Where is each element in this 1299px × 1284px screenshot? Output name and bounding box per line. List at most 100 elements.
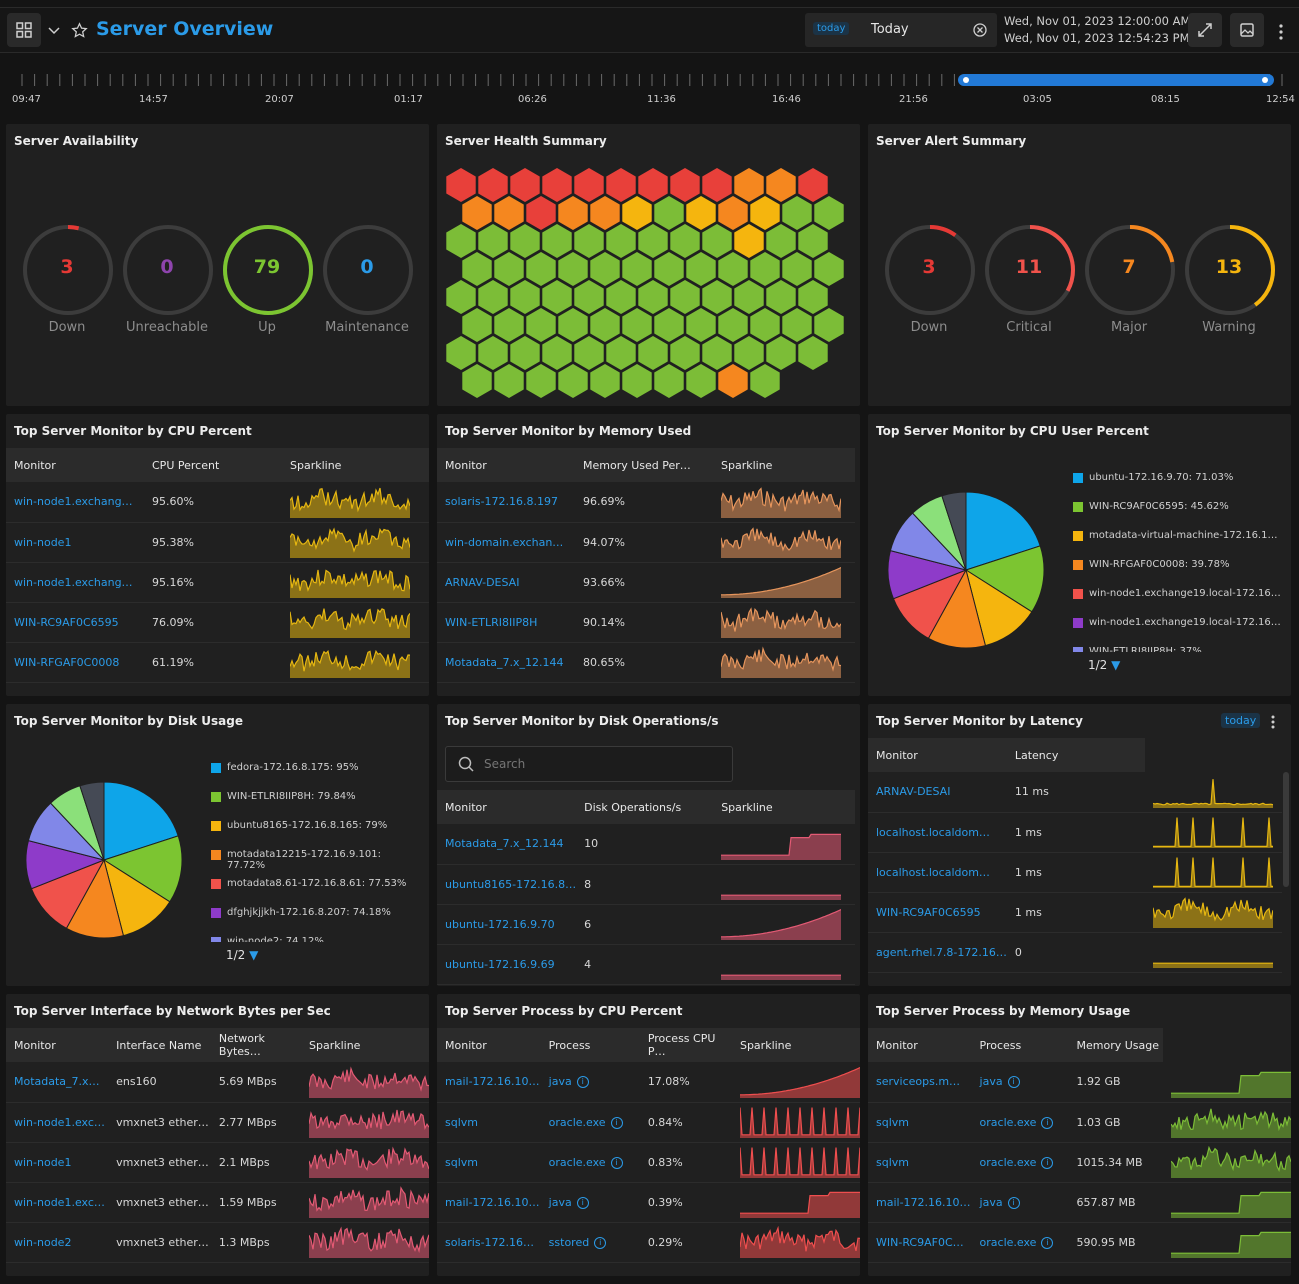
cell-link[interactable]: solaris-172.16… bbox=[445, 1235, 535, 1249]
column-header[interactable]: Monitor bbox=[437, 1028, 541, 1062]
table-cell[interactable]: ARNAV-DESAI bbox=[437, 562, 575, 603]
table-cell[interactable]: Motadata_7.x… bbox=[6, 1062, 109, 1103]
table-row[interactable]: win-node2 vmxnet3 ether… 1.3 MBps bbox=[6, 1222, 429, 1263]
column-header[interactable]: Monitor bbox=[437, 448, 575, 482]
table-row[interactable]: sqlvm oracle.exe i 0.84% bbox=[437, 1102, 860, 1143]
table-cell[interactable]: ubuntu8165-172.16.8… bbox=[437, 864, 577, 905]
table-cell[interactable]: win-node1.exchang… bbox=[6, 482, 144, 523]
cell-link[interactable]: serviceops.m… bbox=[876, 1075, 961, 1089]
table-cell[interactable]: java i bbox=[971, 1062, 1069, 1103]
legend-item[interactable]: motadata12215-172.16.9.101: 77.72% bbox=[211, 849, 421, 878]
legend-pager[interactable]: 1/2 ▼ bbox=[226, 948, 258, 962]
table-row[interactable]: ARNAV-DESAI 93.66% bbox=[437, 562, 855, 603]
fullscreen-button[interactable] bbox=[1188, 13, 1222, 47]
time-chip[interactable]: today bbox=[1221, 713, 1261, 728]
table-cell[interactable]: WIN-ETLRI8IIP8H bbox=[437, 602, 575, 643]
table-cell[interactable]: oracle.exe i bbox=[540, 1142, 640, 1183]
cpu-user-pie-chart[interactable] bbox=[886, 490, 1046, 650]
table-cell[interactable]: WIN-RFGAF0C0008 bbox=[6, 642, 144, 683]
table-row[interactable]: solaris-172.16… sstored i 0.29% bbox=[437, 1222, 860, 1263]
info-icon[interactable]: i bbox=[1007, 1076, 1020, 1089]
table-cell[interactable]: oracle.exe i bbox=[971, 1102, 1069, 1143]
table-cell[interactable]: ubuntu-172.16.9.69 bbox=[437, 944, 577, 985]
column-header[interactable]: Sparkline bbox=[731, 1028, 860, 1062]
table-row[interactable]: ubuntu-172.16.9.69 4 bbox=[437, 944, 855, 985]
cell-link[interactable]: sqlvm bbox=[445, 1115, 478, 1129]
health-honeycomb[interactable] bbox=[437, 154, 860, 404]
cell-link[interactable]: WIN-RC9AF0C… bbox=[876, 1235, 964, 1249]
table-cell[interactable]: mail-172.16.10… bbox=[437, 1182, 541, 1223]
table-row[interactable]: mail-172.16.10… java i 657.87 MB bbox=[868, 1182, 1291, 1223]
table-cell[interactable]: localhost.localdom… bbox=[868, 852, 1007, 893]
table-cell[interactable]: oracle.exe i bbox=[540, 1102, 640, 1143]
cell-link[interactable]: win-domain.exchan… bbox=[445, 535, 564, 549]
column-header[interactable]: Process bbox=[971, 1028, 1069, 1062]
column-header[interactable]: Sparkline bbox=[282, 448, 429, 482]
table-cell[interactable]: win-node1.exchang… bbox=[6, 562, 144, 603]
table-row[interactable]: win-node1.exc… vmxnet3 ether… 2.77 MBps bbox=[6, 1102, 429, 1143]
table-cell[interactable]: WIN-RC9AF0C… bbox=[868, 1222, 972, 1263]
table-cell[interactable]: java i bbox=[540, 1182, 640, 1223]
dashboard-grid-button[interactable] bbox=[7, 13, 41, 47]
table-cell[interactable]: ARNAV-DESAI bbox=[868, 772, 1007, 813]
cell-link[interactable]: localhost.localdom… bbox=[876, 825, 990, 839]
cell-link[interactable]: java bbox=[979, 1075, 1003, 1089]
table-row[interactable]: ubuntu8165-172.16.8… 8 bbox=[437, 864, 855, 905]
table-cell[interactable]: sqlvm bbox=[868, 1142, 972, 1183]
cell-link[interactable]: sstored bbox=[548, 1235, 590, 1249]
date-range-picker[interactable]: today Today bbox=[805, 13, 997, 47]
info-icon[interactable]: i bbox=[594, 1236, 607, 1249]
legend-item[interactable]: motadata-virtual-machine-172.16.1… bbox=[1073, 530, 1283, 559]
search-input[interactable] bbox=[484, 754, 714, 774]
table-cell[interactable]: mail-172.16.10… bbox=[437, 1062, 541, 1103]
cell-link[interactable]: sqlvm bbox=[876, 1155, 909, 1169]
table-row[interactable]: WIN-RC9AF0C6595 1 ms bbox=[868, 892, 1282, 933]
cell-link[interactable]: mail-172.16.10… bbox=[445, 1075, 540, 1089]
cell-link[interactable]: Motadata_7.x_12.144 bbox=[445, 837, 564, 851]
table-cell[interactable]: sqlvm bbox=[868, 1102, 972, 1143]
table-row[interactable]: WIN-ETLRI8IIP8H 90.14% bbox=[437, 602, 855, 643]
column-header[interactable]: Monitor bbox=[868, 1028, 972, 1062]
column-header[interactable]: Process bbox=[540, 1028, 640, 1062]
table-cell[interactable]: java i bbox=[540, 1062, 640, 1103]
table-row[interactable]: win-node1.exc… vmxnet3 ether… 1.59 MBps bbox=[6, 1182, 429, 1223]
table-row[interactable]: WIN-RFGAF0C0008 61.19% bbox=[6, 642, 429, 683]
cell-link[interactable]: oracle.exe bbox=[979, 1115, 1037, 1129]
column-header[interactable]: CPU Percent bbox=[144, 448, 282, 482]
cell-link[interactable]: oracle.exe bbox=[979, 1155, 1037, 1169]
cell-link[interactable]: WIN-RFGAF0C0008 bbox=[14, 655, 120, 669]
info-icon[interactable]: i bbox=[576, 1076, 589, 1089]
cell-link[interactable]: ubuntu8165-172.16.8… bbox=[445, 877, 577, 891]
caret-down-icon[interactable]: ▼ bbox=[249, 948, 259, 962]
star-icon[interactable] bbox=[71, 22, 88, 39]
info-icon[interactable]: i bbox=[1041, 1116, 1054, 1129]
legend-item[interactable]: dfghjkjjkh-172.16.8.207: 74.18% bbox=[211, 907, 421, 936]
table-cell[interactable]: localhost.localdom… bbox=[868, 812, 1007, 853]
column-header[interactable]: Monitor bbox=[868, 738, 1007, 772]
table-row[interactable]: win-domain.exchan… 94.07% bbox=[437, 522, 855, 563]
cell-link[interactable]: localhost.localdom… bbox=[876, 865, 990, 879]
table-row[interactable]: serviceops.m… java i 1.92 GB bbox=[868, 1062, 1291, 1103]
scrollbar[interactable] bbox=[1283, 772, 1289, 887]
column-header[interactable]: Latency bbox=[1006, 738, 1145, 772]
cell-link[interactable]: WIN-RC9AF0C6595 bbox=[876, 905, 981, 919]
cell-link[interactable]: ARNAV-DESAI bbox=[445, 575, 520, 589]
table-row[interactable]: mail-172.16.10… java i 0.39% bbox=[437, 1182, 860, 1223]
more-vertical-icon[interactable] bbox=[1268, 714, 1278, 730]
column-header[interactable]: Monitor bbox=[6, 448, 144, 482]
legend-item[interactable]: WIN-ETLRI8IIP8H: 79.84% bbox=[211, 791, 421, 820]
table-row[interactable]: Motadata_7.x… ens160 5.69 MBps bbox=[6, 1062, 429, 1103]
table-cell[interactable]: WIN-RC9AF0C6595 bbox=[868, 892, 1007, 933]
cell-link[interactable]: win-node2 bbox=[14, 1235, 72, 1249]
cell-link[interactable]: sqlvm bbox=[876, 1115, 909, 1129]
table-cell[interactable]: Motadata_7.x_12.144 bbox=[437, 642, 575, 683]
column-header[interactable]: Memory Used Per… bbox=[575, 448, 713, 482]
cell-link[interactable]: mail-172.16.10… bbox=[876, 1195, 971, 1209]
more-vertical-icon[interactable] bbox=[1276, 23, 1286, 41]
column-header[interactable]: Process CPU P… bbox=[639, 1028, 732, 1062]
column-header[interactable]: Disk Operations/s bbox=[576, 790, 714, 824]
column-header[interactable]: Sparkline bbox=[300, 1028, 429, 1062]
table-row[interactable]: sqlvm oracle.exe i 0.83% bbox=[437, 1142, 860, 1183]
legend-item[interactable]: WIN-RFGAF0C0008: 39.78% bbox=[1073, 559, 1283, 588]
column-header[interactable]: Network Bytes… bbox=[210, 1028, 301, 1062]
